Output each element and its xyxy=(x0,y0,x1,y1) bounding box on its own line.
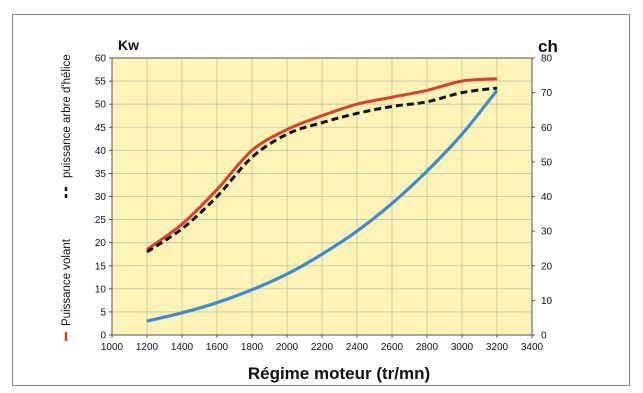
x-tick-label: 3000 xyxy=(451,342,474,353)
y-right-tick-label: 80 xyxy=(541,54,553,65)
series-layer xyxy=(146,77,499,323)
x-tick-label: 2400 xyxy=(346,342,369,353)
legend-label-helice: puissance arbre d'hélice xyxy=(61,54,73,178)
legend: Puissance volant puissance arbre d'hélic… xyxy=(61,54,73,341)
left-axis-unit: Kw xyxy=(118,37,139,53)
y-left-tick-label: 0 xyxy=(100,331,106,342)
y-left-tick-label: 55 xyxy=(95,77,107,88)
grid-lines xyxy=(111,57,533,336)
series-blue-curve xyxy=(146,89,499,323)
x-tick-label: 2200 xyxy=(311,342,334,353)
y-left-tick-label: 20 xyxy=(95,238,107,249)
right-axis-unit: ch xyxy=(538,37,558,56)
y-right-tick-label: 30 xyxy=(541,227,553,238)
x-tick-label: 3400 xyxy=(521,342,544,353)
y-left-tick-label: 25 xyxy=(95,215,107,226)
y-right-tick-label: 0 xyxy=(541,331,547,342)
x-tick-label: 1200 xyxy=(136,342,159,353)
x-tick-label: 2600 xyxy=(381,342,404,353)
y-left-tick-label: 35 xyxy=(95,169,107,180)
y-left-tick-label: 45 xyxy=(95,123,107,134)
x-axis-label: Régime moteur (tr/mn) xyxy=(248,364,430,383)
y-left-tick-label: 5 xyxy=(100,307,106,318)
y-right-tick-label: 10 xyxy=(541,296,553,307)
y-left-tick-label: 10 xyxy=(95,284,107,295)
x-tick-label: 2800 xyxy=(416,342,439,353)
y-right-tick-label: 60 xyxy=(541,123,553,134)
series-puissance-volant xyxy=(146,77,498,251)
series-puissance-arbre-helice xyxy=(146,86,498,254)
y-left-tick-label: 15 xyxy=(95,261,107,272)
legend-label-volant: Puissance volant xyxy=(61,238,73,326)
y-left-tick-label: 30 xyxy=(95,192,107,203)
y-left-tick-label: 60 xyxy=(95,54,107,65)
y-left-tick-label: 40 xyxy=(95,146,107,157)
y-left-tick-label: 50 xyxy=(95,100,107,111)
y-right-tick-label: 70 xyxy=(541,88,553,99)
x-tick-label: 1800 xyxy=(241,342,264,353)
x-tick-label: 3200 xyxy=(486,342,509,353)
x-tick-label: 1000 xyxy=(101,342,124,353)
y-right-tick-label: 20 xyxy=(541,261,553,272)
y-right-tick-label: 40 xyxy=(541,192,553,203)
tick-labels: 1000 1200 1400 1600 1800 2000 2200 2400 2600 2800… xyxy=(95,54,553,354)
x-tick-label: 2000 xyxy=(276,342,299,353)
y-right-tick-label: 50 xyxy=(541,157,553,168)
x-tick-label: 1600 xyxy=(206,342,229,353)
x-tick-label: 1400 xyxy=(171,342,194,353)
